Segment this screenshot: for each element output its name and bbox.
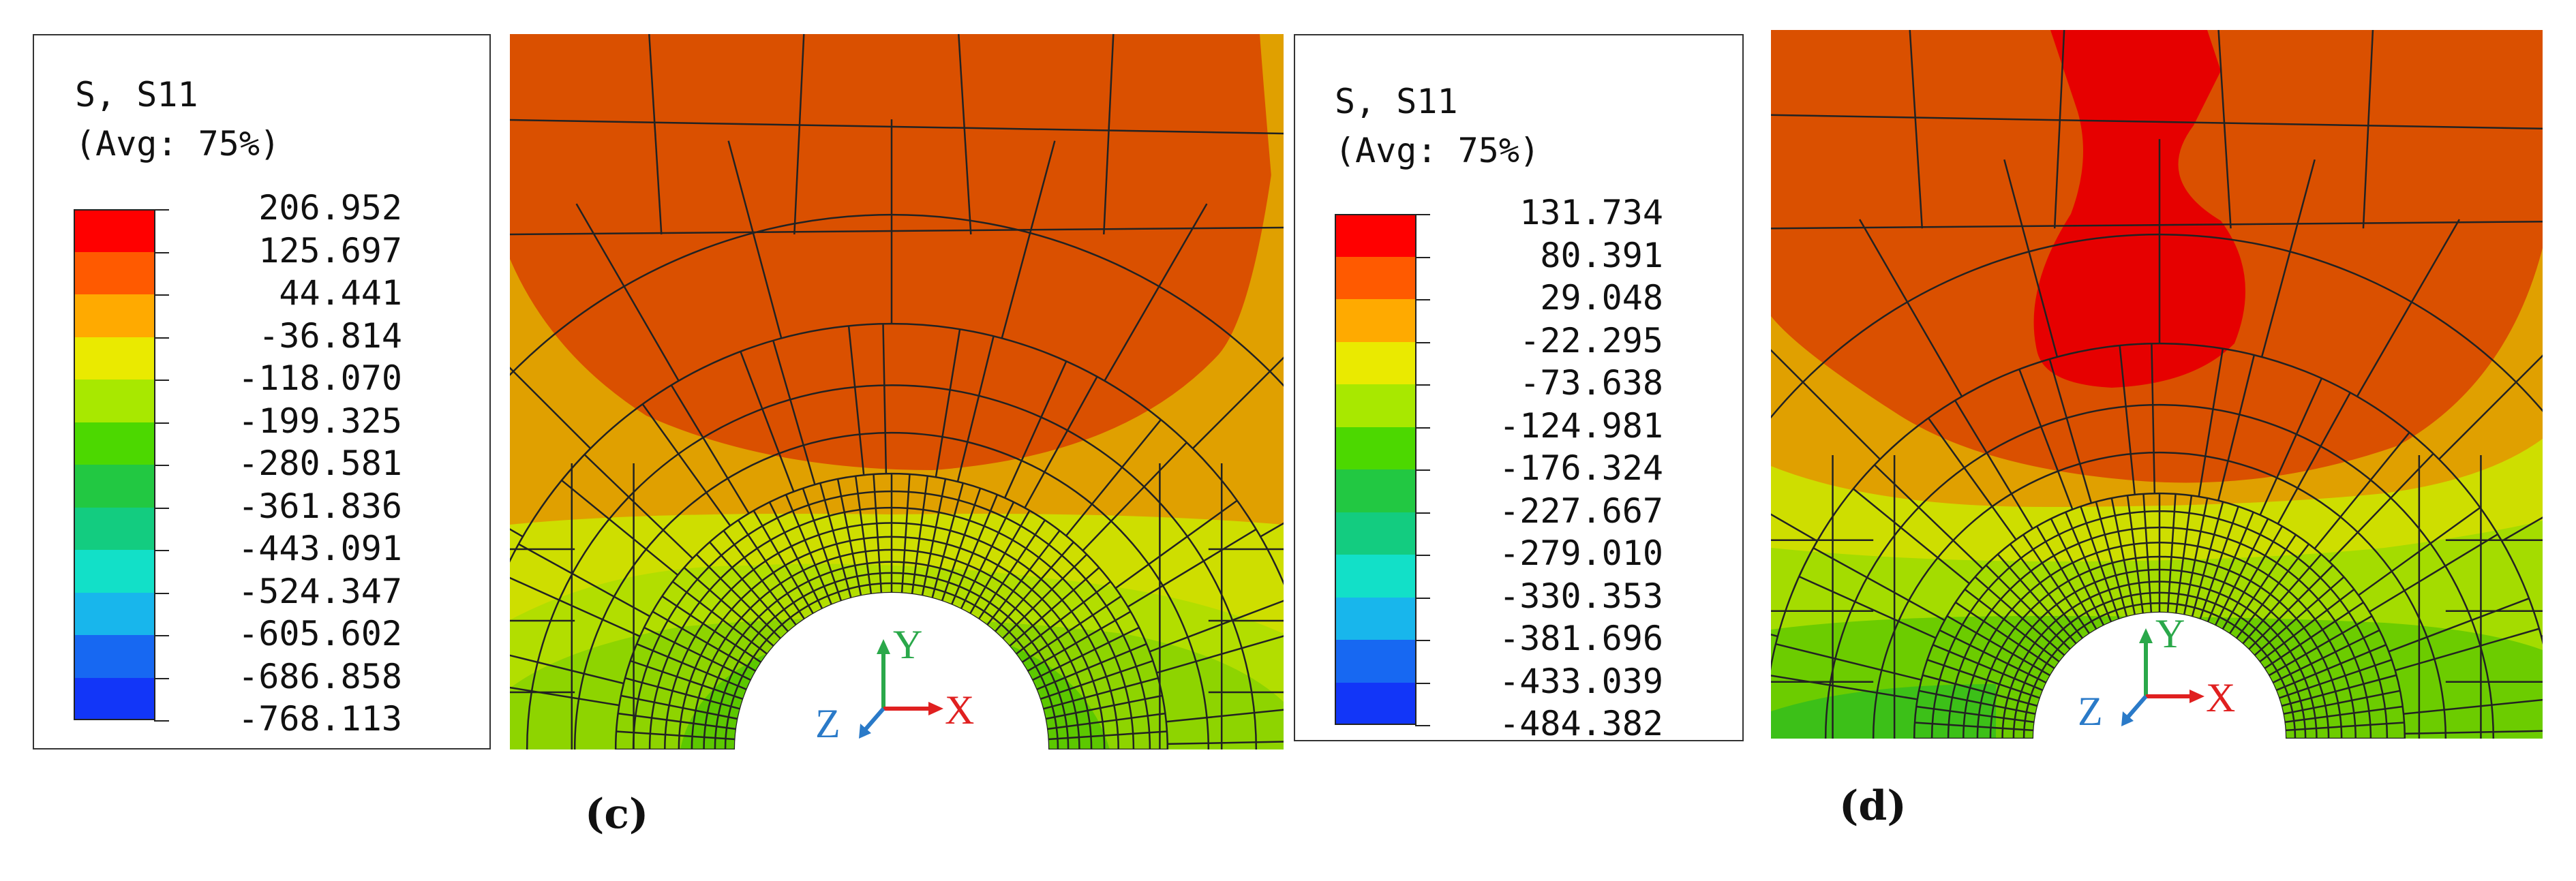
- legend-tick-label: -433.039: [1499, 661, 1663, 701]
- legend-tick: [154, 592, 169, 594]
- legend-c: S, S11 (Avg: 75%) 206.952 125.697 44.441 -3…: [33, 34, 491, 749]
- legend-tick: [154, 677, 169, 679]
- legend-tick: [154, 422, 169, 424]
- legend-tick: [1415, 512, 1430, 514]
- legend-tick: [1415, 682, 1430, 684]
- legend-tick-label: -686.858: [238, 656, 402, 696]
- legend-color-swatch: [1335, 256, 1416, 299]
- contour-band-max: [2033, 30, 2245, 388]
- legend-tick-label: -605.602: [238, 614, 402, 653]
- contour-band-edge: [1260, 34, 1284, 307]
- legend-c-title-averaging: (Avg: 75%): [75, 124, 281, 164]
- legend-tick: [1415, 640, 1430, 641]
- triad-z-label-d: Z: [2078, 689, 2103, 734]
- legend-tick-label: -279.010: [1499, 534, 1663, 573]
- mesh-lines-c: [510, 34, 1284, 749]
- legend-color-swatch: [74, 677, 155, 720]
- legend-scale-frame: [74, 209, 155, 720]
- legend-tick: [154, 251, 169, 253]
- legend-tick: [1415, 597, 1430, 599]
- legend-tick-label: -73.638: [1519, 363, 1663, 403]
- legend-tick-label: -36.814: [258, 315, 402, 356]
- legend-tick: [154, 337, 169, 339]
- hole-c: [735, 593, 1048, 749]
- legend-tick: [154, 720, 169, 722]
- legend-tick: [154, 209, 169, 211]
- legend-color-swatch: [74, 337, 155, 380]
- legend-color-swatch: [74, 251, 155, 294]
- mesh-d: Y X Z: [1771, 30, 2543, 739]
- triad-x-label-d: X: [2206, 675, 2235, 720]
- legend-tick-label: 131.734: [1519, 193, 1663, 232]
- legend-tick-label: -361.836: [238, 486, 402, 526]
- legend-tick: [1415, 299, 1430, 300]
- legend-tick-label: -227.667: [1499, 491, 1663, 531]
- legend-d-title-variable: S, S11: [1335, 82, 1458, 121]
- axis-triad-d: Y X Z: [2078, 611, 2235, 734]
- mesh-c: Y X Z: [510, 34, 1284, 749]
- legend-color-swatch: [1335, 427, 1416, 469]
- legend-color-swatch: [1335, 214, 1416, 257]
- legend-d: S, S11 (Avg: 75%) 131.734 80.391 29.048 -22…: [1294, 34, 1744, 741]
- legend-tick-label: -22.295: [1519, 320, 1663, 360]
- legend-tick-label: -124.981: [1499, 405, 1663, 446]
- legend-tick: [154, 294, 169, 296]
- legend-tick-label: 80.391: [1540, 235, 1663, 275]
- legend-tick-label: -381.696: [1499, 619, 1663, 658]
- legend-tick-label: 29.048: [1540, 278, 1663, 318]
- legend-tick-label: -768.113: [238, 699, 402, 739]
- triad-x-label-c: X: [945, 687, 974, 732]
- legend-tick-label: -199.325: [238, 401, 402, 441]
- legend-tick: [1415, 725, 1430, 726]
- legend-color-swatch: [1335, 341, 1416, 384]
- triad-y-label-d: Y: [2155, 611, 2185, 656]
- legend-tick: [154, 635, 169, 636]
- legend-tick-label: 206.952: [258, 188, 402, 228]
- legend-color-swatch: [74, 294, 155, 337]
- legend-tick: [1415, 256, 1430, 258]
- legend-tick-label: -330.353: [1499, 576, 1663, 616]
- contour-plot-d: Y X Z: [1771, 30, 2543, 739]
- hole-d: [2033, 613, 2286, 739]
- legend-tick-label: -443.091: [238, 529, 402, 568]
- axis-triad-c: Y X Z: [815, 622, 974, 746]
- legend-scale-frame: [1335, 214, 1416, 725]
- legend-color-swatch: [1335, 384, 1416, 427]
- legend-d-title-averaging: (Avg: 75%): [1335, 131, 1541, 170]
- legend-tick: [1415, 384, 1430, 386]
- legend-color-swatch: [74, 635, 155, 678]
- legend-tick: [154, 465, 169, 466]
- caption-d: (d): [1839, 782, 1907, 830]
- legend-c-title-variable: S, S11: [75, 75, 198, 114]
- mesh-lines-d: [1771, 30, 2543, 739]
- legend-tick: [154, 507, 169, 509]
- legend-tick: [1415, 341, 1430, 343]
- legend-tick: [1415, 555, 1430, 556]
- legend-tick: [154, 380, 169, 381]
- legend-tick: [1415, 427, 1430, 429]
- contour-plot-c: Y X Z: [510, 34, 1284, 749]
- legend-tick-label: -280.581: [238, 444, 402, 483]
- triad-z-label-c: Z: [815, 701, 840, 746]
- triad-y-label-c: Y: [893, 622, 922, 667]
- legend-tick-label: -524.347: [238, 571, 402, 611]
- legend-color-swatch: [1335, 640, 1416, 683]
- contour-band-high: [510, 34, 1284, 470]
- legend-tick-label: -176.324: [1499, 448, 1663, 488]
- legend-tick: [154, 550, 169, 551]
- legend-tick: [1415, 469, 1430, 471]
- legend-color-swatch: [1335, 469, 1416, 512]
- legend-tick-label: 44.441: [279, 273, 402, 313]
- legend-color-swatch: [74, 465, 155, 508]
- caption-c: (c): [585, 790, 649, 838]
- legend-tick-label: -484.382: [1499, 704, 1663, 743]
- legend-tick-label: -118.070: [238, 358, 402, 398]
- legend-tick-label: 125.697: [258, 230, 402, 271]
- legend-tick: [1415, 214, 1430, 215]
